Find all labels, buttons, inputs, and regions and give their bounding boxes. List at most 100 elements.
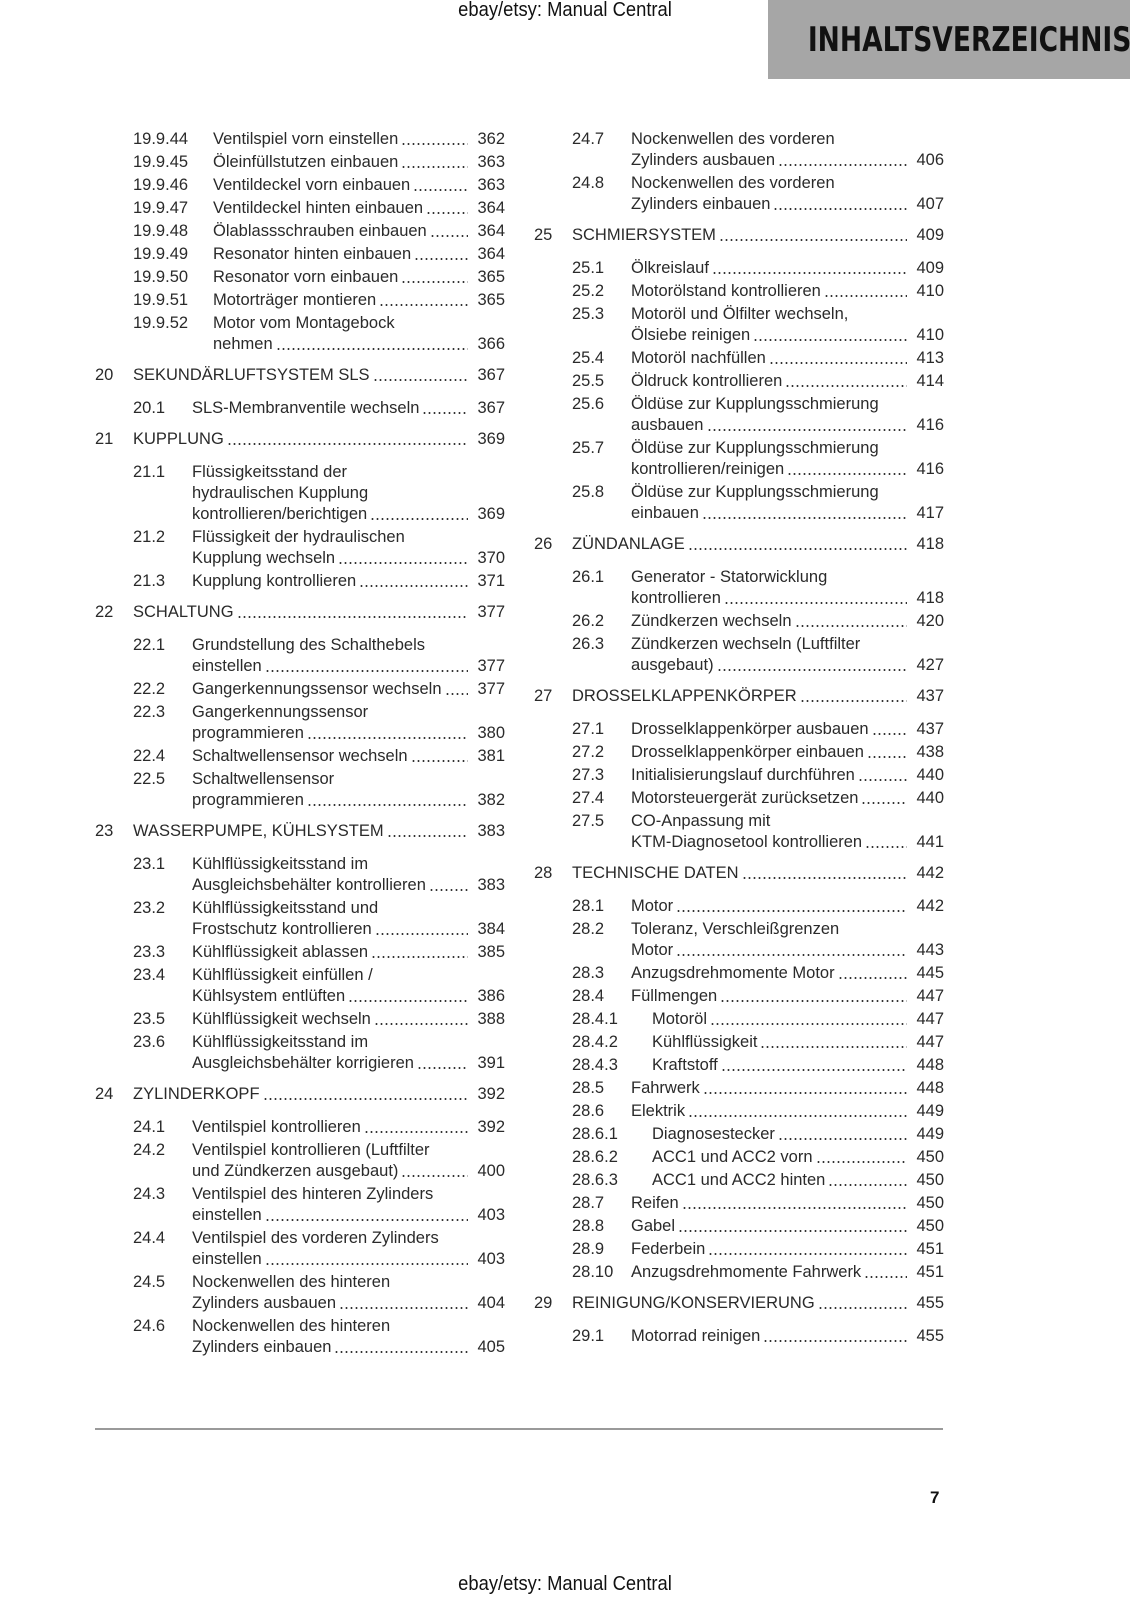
toc-entry[interactable]: 24.1 Ventilspiel kontrollieren 392 <box>95 1117 505 1138</box>
toc-entry[interactable]: 28.10 Anzugsdrehmomente Fahrwerk 451 <box>534 1262 944 1283</box>
toc-entry[interactable]: 28.3 Anzugsdrehmomente Motor 445 <box>534 963 944 984</box>
toc-entry[interactable]: 27.2 Drosselklappenkörper einbauen 438 <box>534 742 944 763</box>
toc-entry[interactable]: 25.1 Ölkreislauf 409 <box>534 258 944 279</box>
entry-title-line: Kühlflüssigkeitsstand im <box>192 855 369 873</box>
entry-title: Kühlflüssigkeit einfüllen / Kühlsystem en… <box>192 965 471 1007</box>
toc-entry[interactable]: 24.4 Ventilspiel des vorderen Zylinders ei… <box>95 1228 505 1270</box>
toc-entry[interactable]: 28.9 Federbein 451 <box>534 1239 944 1260</box>
toc-entry[interactable]: 28.7 Reifen 450 <box>534 1193 944 1214</box>
entry-number: 25.7 <box>572 439 605 457</box>
toc-entry[interactable]: 22.5 Schaltwellensensor programmieren 382 <box>95 769 505 811</box>
toc-entry[interactable]: 28.2 Toleranz, Verschleißgrenzen Motor 443 <box>534 919 944 961</box>
toc-entry[interactable]: 23.4 Kühlflüssigkeit einfüllen / Kühlsyste… <box>95 965 505 1007</box>
leader-dots <box>371 955 468 959</box>
toc-entry[interactable]: 19.9.50 Resonator vorn einbauen 365 <box>95 267 505 288</box>
toc-entry[interactable]: 23.1 Kühlflüssigkeitsstand im Ausgleichsbe… <box>95 854 505 896</box>
entry-title-last-line: einstellen <box>192 656 471 677</box>
toc-entry[interactable]: 25.8 Öldüse zur Kupplungsschmierung einbau… <box>534 482 944 524</box>
toc-entry[interactable]: 28.6.3 ACC1 und ACC2 hinten 450 <box>534 1170 944 1191</box>
page-number: 7 <box>930 1488 940 1507</box>
entry-title-last-line: Kühlflüssigkeit wechseln <box>192 1009 471 1030</box>
toc-entry[interactable]: 28.4.2 Kühlflüssigkeit 447 <box>534 1032 944 1053</box>
entry-title-line: Toleranz, Verschleißgrenzen <box>631 920 840 938</box>
toc-entry[interactable]: 19.9.52 Motor vom Montagebock nehmen 366 <box>95 313 505 355</box>
leader-dots <box>410 759 468 763</box>
toc-entry[interactable]: 25.6 Öldüse zur Kupplungsschmierung ausbau… <box>534 394 944 436</box>
toc-entry[interactable]: 28.4 Füllmengen 447 <box>534 986 944 1007</box>
toc-entry[interactable]: 22.3 Gangerkennungssensor programmieren 380 <box>95 702 505 744</box>
toc-chapter[interactable]: 24 ZYLINDERKOPF 392 <box>95 1084 505 1105</box>
toc-entry[interactable]: 24.3 Ventilspiel des hinteren Zylinders ei… <box>95 1184 505 1226</box>
toc-chapter[interactable]: 20 SEKUNDÄRLUFTSYSTEM SLS 367 <box>95 365 505 386</box>
entry-number: 27.4 <box>572 789 605 807</box>
toc-entry[interactable]: 22.4 Schaltwellensensor wechseln 381 <box>95 746 505 767</box>
entry-title-line: Kühlflüssigkeit einfüllen / <box>192 966 373 984</box>
toc-entry[interactable]: 27.4 Motorsteuergerät zurücksetzen 440 <box>534 788 944 809</box>
toc-chapter[interactable]: 29 REINIGUNG/KONSERVIERUNG 455 <box>534 1293 944 1314</box>
toc-entry[interactable]: 23.2 Kühlflüssigkeitsstand und Frostschutz… <box>95 898 505 940</box>
toc-entry[interactable]: 19.9.44 Ventilspiel vorn einstellen 362 <box>95 129 505 150</box>
toc-entry[interactable]: 28.4.1 Motoröl 447 <box>534 1009 944 1030</box>
toc-entry[interactable]: 25.3 Motoröl und Ölfilter wechseln, Ölsieb… <box>534 304 944 346</box>
toc-entry[interactable]: 24.7 Nockenwellen des vorderen Zylinders a… <box>534 129 944 171</box>
toc-entry[interactable]: 22.2 Gangerkennungssensor wechseln 377 <box>95 679 505 700</box>
entry-number: 22.1 <box>133 636 166 654</box>
toc-entry[interactable]: 26.1 Generator - Statorwicklung kontrollie… <box>534 567 944 609</box>
toc-entry[interactable]: 21.3 Kupplung kontrollieren 371 <box>95 571 505 592</box>
toc-entry[interactable]: 25.4 Motoröl nachfüllen 413 <box>534 348 944 369</box>
entry-title-last-line: Ölablassschrauben einbauen <box>213 221 471 242</box>
leader-dots <box>444 692 468 696</box>
toc-chapter[interactable]: 25 SCHMIERSYSTEM 409 <box>534 225 944 246</box>
toc-entry[interactable]: 28.6 Elektrik 449 <box>534 1101 944 1122</box>
toc-entry[interactable]: 19.9.45 Öleinfüllstutzen einbauen 363 <box>95 152 505 173</box>
toc-chapter[interactable]: 23 WASSERPUMPE, KÜHLSYSTEM 383 <box>95 821 505 842</box>
toc-entry[interactable]: 25.7 Öldüse zur Kupplungsschmierung kontro… <box>534 438 944 480</box>
toc-entry[interactable]: 26.2 Zündkerzen wechseln 420 <box>534 611 944 632</box>
toc-entry[interactable]: 19.9.46 Ventildeckel vorn einbauen 363 <box>95 175 505 196</box>
toc-entry[interactable]: 28.4.3 Kraftstoff 448 <box>534 1055 944 1076</box>
entry-number: 25.5 <box>572 372 605 390</box>
toc-entry[interactable]: 28.1 Motor 442 <box>534 896 944 917</box>
toc-entry[interactable]: 24.6 Nockenwellen des hinteren Zylinders e… <box>95 1316 505 1358</box>
entry-title-last-line: Zylinders einbauen <box>192 1337 471 1358</box>
toc-chapter[interactable]: 26 ZÜNDANLAGE 418 <box>534 534 944 555</box>
toc-entry[interactable]: 27.5 CO-Anpassung mit KTM-Diagnosetool kon… <box>534 811 944 853</box>
entry-title: REINIGUNG/KONSERVIERUNG <box>572 1293 910 1314</box>
toc-chapter[interactable]: 27 DROSSELKLAPPENKÖRPER 437 <box>534 686 944 707</box>
toc-entry[interactable]: 28.6.2 ACC1 und ACC2 vorn 450 <box>534 1147 944 1168</box>
toc-entry[interactable]: 26.3 Zündkerzen wechseln (Luftfilter ausge… <box>534 634 944 676</box>
toc-chapter[interactable]: 21 KUPPLUNG 369 <box>95 429 505 450</box>
toc-entry[interactable]: 27.1 Drosselklappenkörper ausbauen 437 <box>534 719 944 740</box>
toc-entry[interactable]: 20.1 SLS-Membranventile wechseln 367 <box>95 398 505 419</box>
entry-title-text: Ölablassschrauben einbauen <box>213 222 427 240</box>
toc-entry[interactable]: 24.8 Nockenwellen des vorderen Zylinders e… <box>534 173 944 215</box>
toc-entry[interactable]: 24.5 Nockenwellen des hinteren Zylinders a… <box>95 1272 505 1314</box>
entry-title: Nockenwellen des vorderen Zylinders einba… <box>631 173 910 215</box>
toc-entry[interactable]: 21.2 Flüssigkeit der hydraulischen Kupplun… <box>95 527 505 569</box>
toc-entry[interactable]: 25.5 Öldruck kontrollieren 414 <box>534 371 944 392</box>
toc-entry[interactable]: 23.3 Kühlflüssigkeit ablassen 385 <box>95 942 505 963</box>
entry-title-line: Nockenwellen des vorderen <box>631 130 835 148</box>
leader-dots <box>374 932 468 936</box>
toc-entry[interactable]: 27.3 Initialisierungslauf durchführen 440 <box>534 765 944 786</box>
toc-entry[interactable]: 23.6 Kühlflüssigkeitsstand im Ausgleichsbe… <box>95 1032 505 1074</box>
toc-entry[interactable]: 19.9.47 Ventildeckel hinten einbauen 364 <box>95 198 505 219</box>
toc-entry[interactable]: 25.2 Motorölstand kontrollieren 410 <box>534 281 944 302</box>
entry-title: SCHALTUNG <box>133 602 471 623</box>
toc-entry[interactable]: 28.6.1 Diagnosestecker 449 <box>534 1124 944 1145</box>
toc-chapter[interactable]: 28 TECHNISCHE DATEN 442 <box>534 863 944 884</box>
toc-entry[interactable]: 19.9.51 Motorträger montieren 365 <box>95 290 505 311</box>
toc-entry[interactable]: 28.5 Fahrwerk 448 <box>534 1078 944 1099</box>
toc-entry[interactable]: 19.9.48 Ölablassschrauben einbauen 364 <box>95 221 505 242</box>
toc-entry[interactable]: 22.1 Grundstellung des Schalthebels einste… <box>95 635 505 677</box>
toc-entry[interactable]: 29.1 Motorrad reinigen 455 <box>534 1326 944 1347</box>
toc-entry[interactable]: 19.9.49 Resonator hinten einbauen 364 <box>95 244 505 265</box>
toc-entry[interactable]: 24.2 Ventilspiel kontrollieren (Luftfilte… <box>95 1140 505 1182</box>
toc-entry[interactable]: 23.5 Kühlflüssigkeit wechseln 388 <box>95 1009 505 1030</box>
entry-page: 385 <box>477 943 505 961</box>
toc-entry[interactable]: 28.8 Gabel 450 <box>534 1216 944 1237</box>
toc-entry[interactable]: 21.1 Flüssigkeitsstand der hydraulischen K… <box>95 462 505 525</box>
entry-page: 383 <box>477 822 505 840</box>
entry-title-last-line: Ölsiebe reinigen <box>631 325 910 346</box>
toc-chapter[interactable]: 22 SCHALTUNG 377 <box>95 602 505 623</box>
